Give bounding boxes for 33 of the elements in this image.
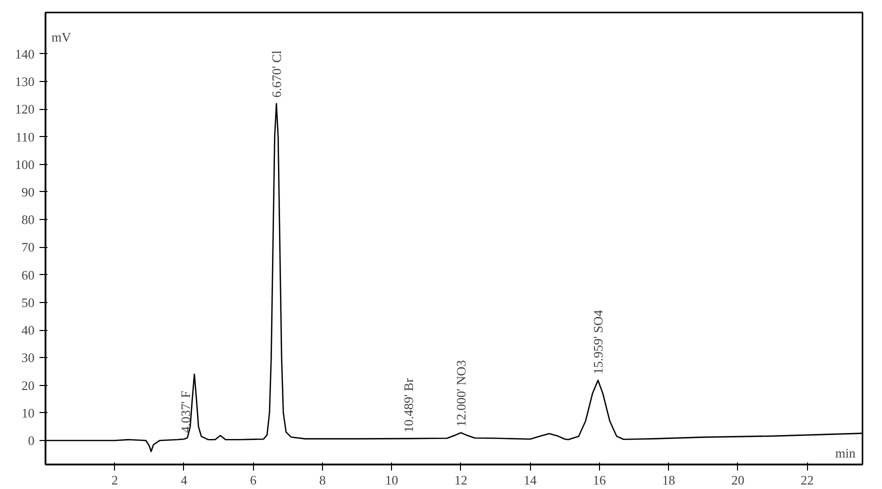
- y-tick-label: 140: [15, 46, 34, 62]
- y-tick-label: 100: [15, 156, 34, 172]
- x-tick-label: 10: [385, 472, 398, 488]
- x-tick-label: 22: [800, 472, 814, 488]
- y-axis-title: mV: [52, 30, 72, 44]
- x-tick-label: 20: [731, 472, 744, 488]
- annotation: 12.000' NO3: [453, 360, 468, 427]
- annotation: 15.959' SO4: [590, 309, 606, 374]
- y-tick-label: 40: [22, 322, 34, 338]
- x-tick-label: 18: [662, 472, 676, 488]
- y-tick-label: 60: [22, 267, 34, 282]
- y-tick-label: 10: [22, 405, 34, 420]
- y-tick-label: 130: [15, 74, 34, 90]
- y-tick-label: 0: [28, 432, 34, 448]
- y-tick-label: 20: [22, 378, 34, 393]
- y-tick-label: 30: [22, 350, 34, 366]
- x-tick-label: 8: [319, 472, 326, 488]
- y-tick-label: 110: [15, 129, 35, 144]
- annotation: 6.670' Cl: [268, 50, 284, 98]
- x-tick-label: 6: [250, 472, 257, 488]
- y-tick-label: 90: [22, 184, 34, 200]
- x-tick-label: 2: [111, 472, 118, 488]
- x-tick-label: 4: [180, 472, 188, 488]
- annotation: 4.037' F: [178, 390, 193, 433]
- x-axis-title: min: [835, 446, 856, 460]
- x-tick-label: 16: [592, 472, 606, 488]
- x-tick-label: 12: [454, 472, 468, 488]
- y-tick-label: 70: [22, 240, 34, 255]
- x-tick-label: 14: [524, 472, 538, 488]
- annotation: 10.489' Br: [401, 378, 416, 433]
- y-tick-label: 50: [22, 294, 34, 310]
- y-tick-label: 120: [15, 102, 34, 117]
- y-tick-label: 80: [22, 212, 34, 228]
